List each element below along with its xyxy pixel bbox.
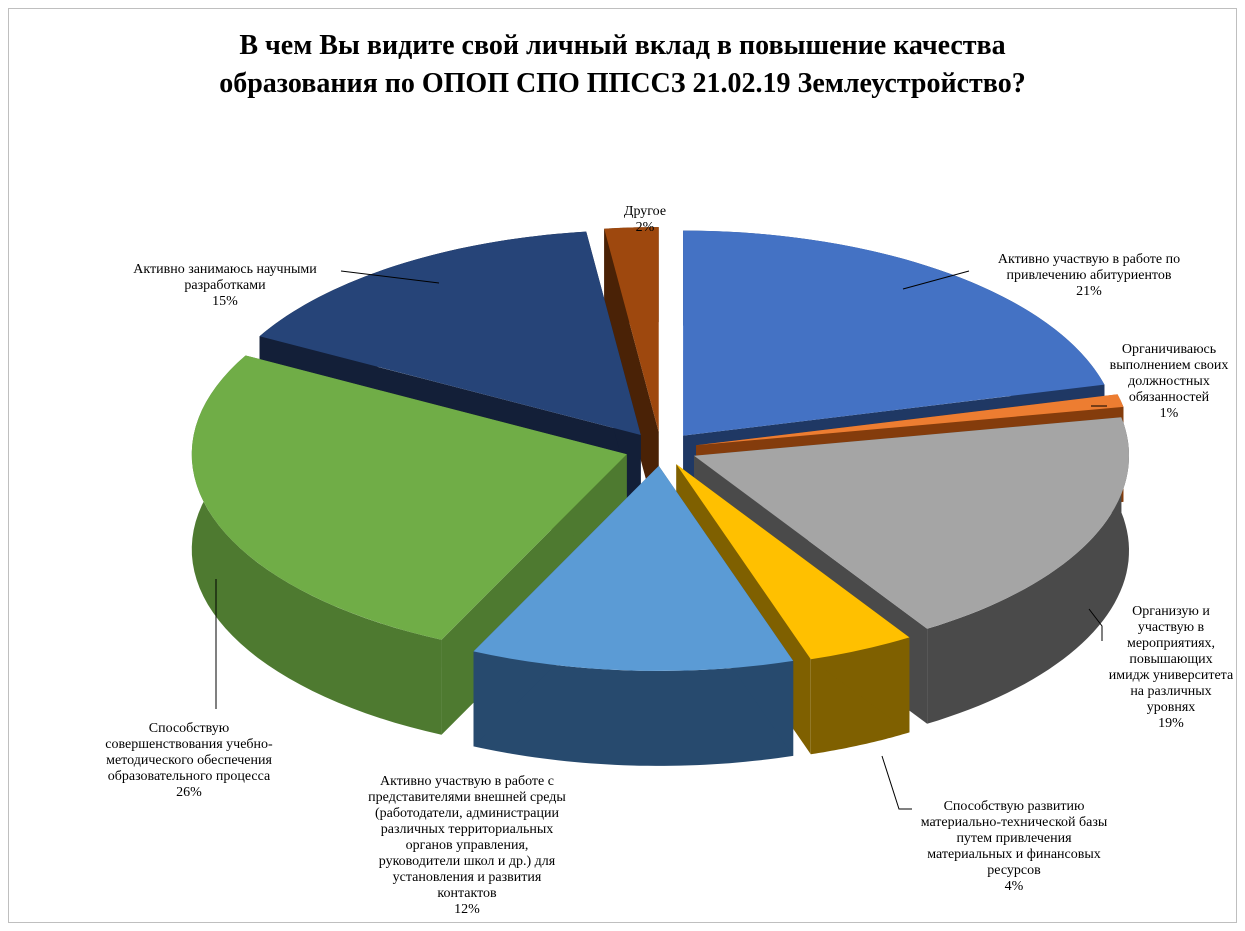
slice-label-line: руководители школ и др.) для — [378, 854, 556, 869]
slice-label-line: участвую в — [1137, 620, 1205, 635]
chart-title: В чем Вы видите свой личный вклад в повы… — [9, 27, 1236, 103]
slice-label-line: уровнях — [1146, 700, 1196, 715]
slice-label-line: имидж университета — [1108, 668, 1234, 683]
leader-line-1 — [902, 270, 970, 290]
pie-slice-wall-8-1 — [604, 228, 659, 528]
pie-slice-side-3 — [927, 417, 1129, 724]
slice-label-line: Другое — [623, 204, 667, 219]
slice-value-label: 15% — [212, 294, 238, 309]
slice-label-line: методического обеспечения — [106, 753, 272, 768]
slice-value-label: 2% — [635, 220, 655, 235]
slice-label-5: Активно участвую в работе с представителя… — [337, 774, 597, 918]
pie-slice-8 — [604, 227, 659, 433]
slice-label-line: Способствую развитию — [943, 799, 1085, 814]
slice-label-2: Органичиваюсь выполнением своих должностны… — [1094, 342, 1236, 422]
slice-label-line: Способствую — [148, 721, 230, 736]
slice-label-line: контактов — [437, 886, 497, 901]
slice-label-line: должностных — [1128, 374, 1210, 389]
leader-line-7 — [340, 270, 440, 284]
slice-label-line: Активно занимаюсь научными — [133, 262, 317, 277]
leader-line-3 — [1088, 608, 1103, 641]
slice-label-line: мероприятиях, — [1126, 636, 1216, 651]
slice-label-line: выполнением своих — [1109, 358, 1229, 373]
pie-chart — [191, 227, 1130, 810]
slice-label-line: Органичиваюсь — [1121, 342, 1217, 357]
slice-label-4: Способствую развитию материально-техничес… — [884, 799, 1144, 895]
slice-label-line: совершенствования учебно- — [105, 737, 273, 752]
pie-slice-2 — [696, 394, 1124, 446]
slice-label-line: привлечению абитуриентов — [1006, 268, 1172, 283]
slice-label-line: органов управления, — [405, 838, 529, 853]
chart-title-line-2: образования по ОПОП СПО ППССЗ 21.02.19 З… — [219, 68, 1026, 99]
slice-label-line: материальных и финансовых — [927, 847, 1101, 862]
slice-label-line: обязанностей — [1128, 390, 1210, 405]
pie-slice-7 — [259, 231, 641, 436]
slice-label-line: на различных — [1130, 684, 1212, 699]
slice-label-line: различных территориальных — [380, 822, 554, 837]
leader-line-4 — [881, 755, 912, 810]
pie-slice-side-5 — [473, 651, 794, 766]
pie-slice-1 — [683, 230, 1105, 436]
slice-label-line: повышающих — [1129, 652, 1213, 667]
pie-slice-5 — [473, 465, 794, 671]
slice-label-line: образовательного процесса — [107, 769, 271, 784]
slice-value-label: 26% — [176, 785, 202, 800]
slice-value-label: 1% — [1159, 406, 1179, 421]
slice-label-line: путем привлечения — [956, 831, 1072, 846]
slice-label-3: Организую и участвую в мероприятиях, повыша… — [1086, 604, 1236, 732]
slice-label-line: Активно участвую в работе с — [380, 774, 554, 789]
slice-label-7: Активно занимаюсь научными разработками 15… — [105, 262, 345, 310]
slice-value-label: 21% — [1076, 284, 1102, 299]
pie-slice-side-6 — [191, 355, 442, 735]
pie-slice-4 — [676, 464, 910, 660]
slice-label-line: представителями внешней среды — [368, 790, 566, 805]
slice-label-1: Активно участвую в работе по привлечению … — [959, 252, 1219, 300]
slice-label-line: установления и развития — [392, 870, 542, 885]
pie-slice-6 — [191, 355, 627, 640]
slice-value-label: 19% — [1158, 716, 1184, 731]
slice-label-line: Организую и — [1132, 604, 1210, 619]
slice-label-line: (работодатели, администрации — [375, 806, 559, 821]
chart-title-line-1: В чем Вы видите свой личный вклад в повы… — [239, 30, 1006, 61]
slice-label-6: Способствую совершенствования учебно-мето… — [64, 721, 314, 801]
slice-label-8: Другое 2% — [585, 204, 705, 236]
slice-label-line: разработками — [184, 278, 266, 293]
slice-label-line: ресурсов — [987, 863, 1041, 878]
slice-label-line: Активно участвую в работе по — [997, 252, 1181, 267]
slice-value-label: 12% — [454, 902, 480, 917]
pie-slice-3 — [694, 417, 1130, 629]
slice-value-label: 4% — [1004, 879, 1024, 894]
slice-label-line: материально-технической базы — [920, 815, 1108, 830]
chart-frame: В чем Вы видите свой личный вклад в повы… — [8, 8, 1237, 923]
